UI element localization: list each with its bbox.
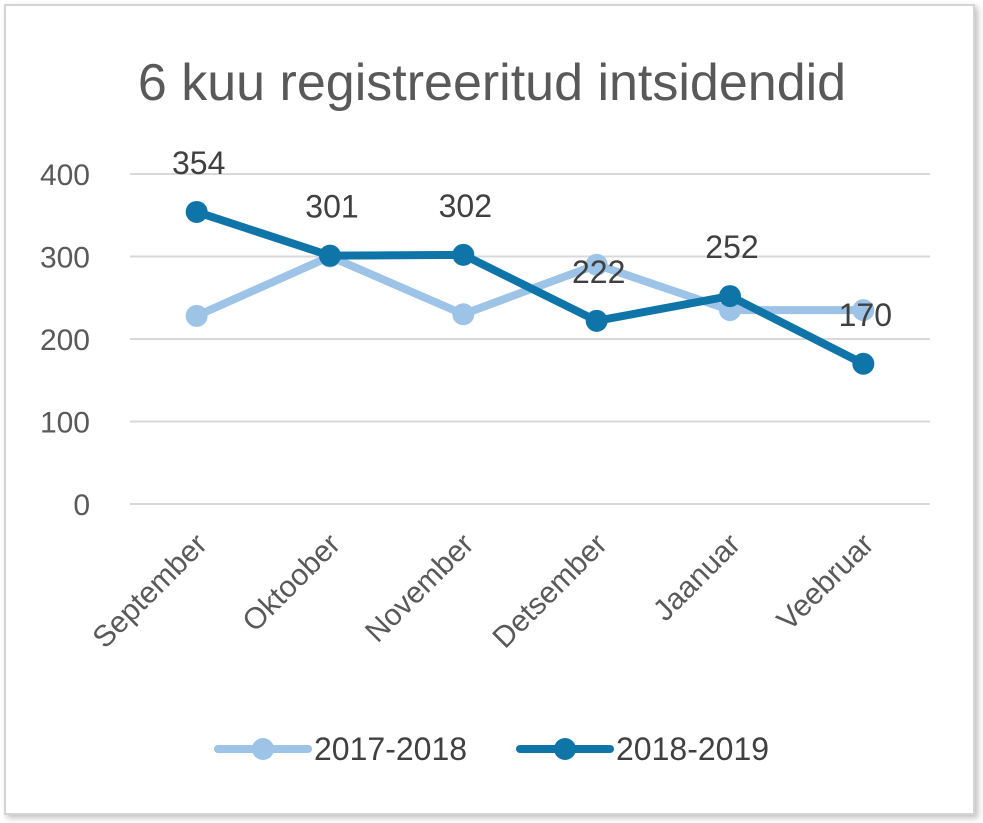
y-tick-label: 300 <box>40 242 90 275</box>
data-label: 354 <box>172 145 225 181</box>
legend-label: 2018-2019 <box>616 731 769 767</box>
data-point <box>852 299 875 322</box>
chart-title: 6 kuu registreeritud intsidendid <box>138 54 846 112</box>
data-point <box>185 304 208 327</box>
data-label: 301 <box>305 189 358 225</box>
chart-frame <box>4 4 975 815</box>
x-tick-label: Detsember <box>487 528 614 655</box>
series-lines <box>185 200 875 375</box>
x-tick-label: November <box>359 528 480 649</box>
legend-swatch-marker <box>554 738 576 760</box>
gridlines <box>130 173 930 505</box>
data-point <box>452 243 475 266</box>
data-labels: 354 301 302 222 252 170 <box>172 145 892 333</box>
y-tick-label: 100 <box>40 407 90 440</box>
y-tick-label: 0 <box>73 489 90 522</box>
data-point <box>585 309 608 332</box>
data-point <box>185 200 208 223</box>
x-axis-ticks: September Oktoober November Detsember Jaanua… <box>87 528 881 655</box>
series-line-2018-2019 <box>192 207 868 368</box>
data-point <box>719 285 741 308</box>
data-point <box>319 244 341 267</box>
data-label: 252 <box>705 229 758 265</box>
y-axis-ticks: 0 100 200 300 400 <box>40 159 90 522</box>
legend-label: 2017-2018 <box>314 731 467 767</box>
x-tick-label: September <box>87 528 214 655</box>
x-tick-label: Veebruar <box>771 528 880 637</box>
data-label: 222 <box>572 254 625 290</box>
data-point <box>585 253 608 276</box>
data-point <box>452 303 475 326</box>
y-tick-label: 400 <box>40 159 90 192</box>
x-tick-label: Jaanuar <box>647 528 747 628</box>
data-label: 302 <box>439 188 492 224</box>
legend: 2017-2018 2018-2019 <box>214 731 769 767</box>
x-tick-label: Oktoober <box>236 528 347 639</box>
legend-swatch-marker <box>252 738 274 760</box>
data-point <box>852 352 875 375</box>
data-label: 170 <box>839 297 892 333</box>
y-tick-label: 200 <box>40 324 90 357</box>
